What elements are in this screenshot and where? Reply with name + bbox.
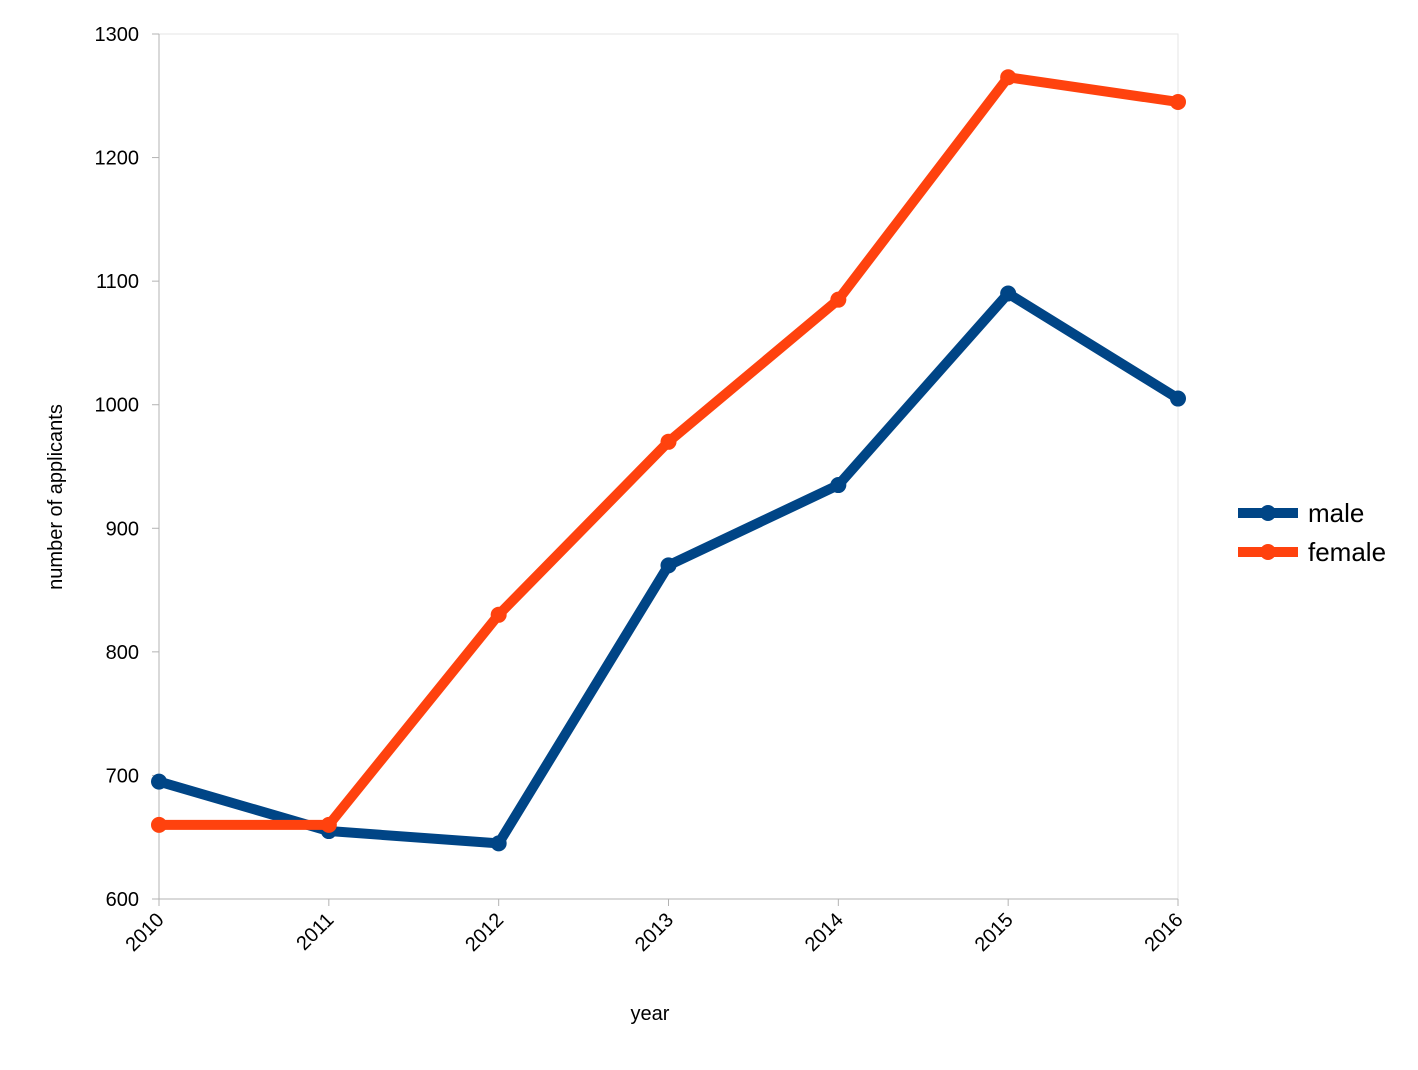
data-point-female: [660, 433, 677, 450]
series-line-female: [154, 72, 1183, 830]
plot-area: [158, 33, 1179, 900]
y-tick-label: 1300: [95, 24, 140, 46]
legend-item-female: female: [1238, 537, 1386, 567]
data-point-female: [320, 816, 337, 833]
y-tick-label: 1200: [95, 148, 140, 170]
data-point-male: [1170, 390, 1186, 407]
y-tick-label: 700: [106, 765, 139, 787]
legend-label: male: [1308, 498, 1364, 528]
data-point-female: [151, 816, 167, 833]
x-tick-label: 2012: [461, 909, 508, 956]
data-point-male: [490, 835, 507, 852]
y-axis-title: number of applicants: [45, 404, 67, 590]
y-tick-label: 1000: [95, 395, 140, 417]
x-tick-label: 2013: [631, 909, 678, 956]
y-tick-label: 1100: [96, 271, 139, 293]
legend-label: female: [1308, 537, 1386, 567]
data-point-female: [1170, 93, 1186, 110]
legend-item-male: male: [1238, 498, 1364, 528]
x-tick-label: 2010: [122, 909, 169, 956]
data-point-male: [1000, 285, 1017, 302]
legend-swatch-marker: [1260, 505, 1276, 521]
x-axis-title: year: [631, 1003, 670, 1025]
x-tick-label: 2014: [801, 909, 848, 956]
series-layer: [151, 69, 1186, 852]
legend: male female: [1238, 498, 1386, 567]
y-tick-label: 800: [106, 642, 139, 664]
y-tick-label: 600: [106, 889, 139, 911]
series-female: [151, 69, 1186, 833]
y-axis: 600 700 800 900 1000 1100 1200 1300: [95, 24, 159, 911]
x-tick-label: 2011: [292, 909, 338, 955]
x-axis: 2010 2011 2012 2013 2014 2015 2016: [122, 899, 1188, 956]
plot-border: [158, 33, 1179, 900]
x-tick-label: 2015: [971, 909, 1018, 956]
data-point-male: [151, 773, 167, 790]
x-tick-label: 2016: [1141, 909, 1188, 956]
data-point-female: [1000, 69, 1017, 86]
data-point-female: [490, 606, 507, 623]
data-point-female: [830, 291, 847, 308]
data-point-male: [830, 477, 847, 494]
legend-swatch-marker: [1260, 544, 1276, 560]
y-tick-label: 900: [106, 518, 139, 540]
data-point-male: [660, 557, 677, 574]
series-male: [151, 285, 1186, 852]
